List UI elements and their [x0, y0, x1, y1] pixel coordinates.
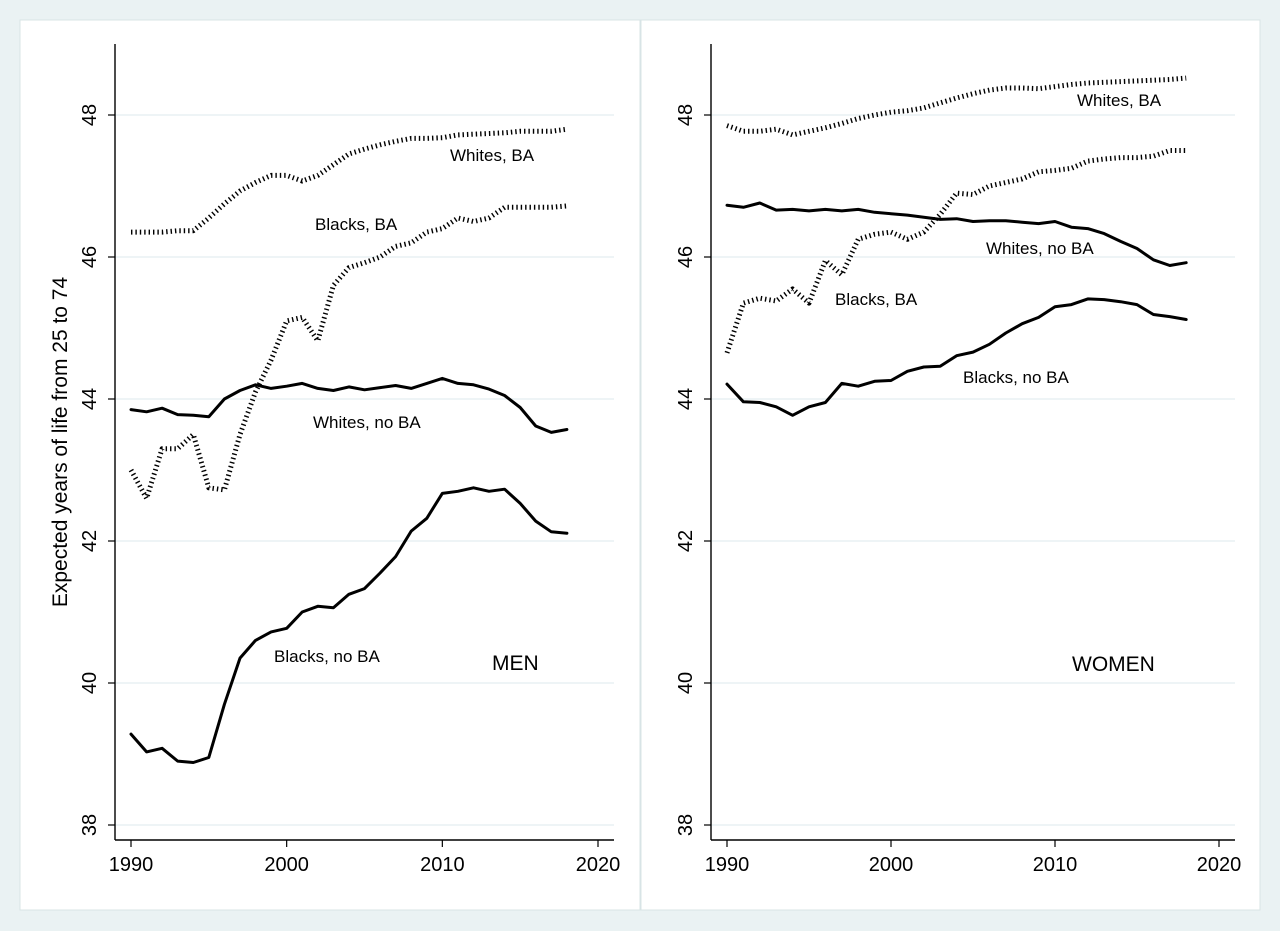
men-series-blacks-ba-line	[128, 203, 568, 501]
women-label-blacks-no-ba: Blacks, no BA	[963, 368, 1069, 387]
men-y-tick-label: 42	[79, 530, 101, 552]
women-y-tick-label: 40	[675, 672, 697, 694]
women-series-whites-no-ba-line	[725, 201, 1188, 267]
men-y-tick-label: 48	[79, 104, 101, 126]
men-panel-title: MEN	[492, 652, 539, 675]
men-series-blacks-no-ba-line	[129, 486, 569, 764]
men-y-tick-label: 40	[79, 672, 101, 694]
women-label-blacks-ba: Blacks, BA	[835, 290, 918, 309]
women-y-tick-label: 44	[675, 388, 697, 410]
men-x-tick-label: 2020	[576, 854, 621, 876]
men-series-whites-no-ba-line	[129, 376, 569, 434]
women-panel-title: WOMEN	[1072, 653, 1155, 676]
women-y-tick-label: 42	[675, 530, 697, 552]
women-series-blacks-no-ba-line	[725, 297, 1188, 417]
women-x-tick-label: 2000	[869, 854, 914, 876]
men-axes	[114, 44, 614, 841]
men-label-whites-ba: Whites, BA	[450, 146, 535, 165]
women-y-tick-label: 38	[675, 814, 697, 836]
men-x-tick-label: 2000	[264, 854, 309, 876]
men-label-blacks-no-ba: Blacks, no BA	[274, 647, 380, 666]
men-x-tick-label: 1990	[109, 854, 154, 876]
women-y-tick-label: 48	[675, 104, 697, 126]
women-gridlines	[711, 114, 1235, 826]
women-axes	[710, 44, 1235, 841]
men-ticks: 38 40 42 44 46 48 1990 2000 2010 2020	[79, 104, 620, 876]
women-ticks: 38 40 42 44 46 48 1990 2000 2010 2020	[675, 104, 1241, 876]
men-y-tick-label: 38	[79, 814, 101, 836]
y-axis-label: Expected years of life from 25 to 74	[49, 277, 72, 608]
men-label-whites-no-ba: Whites, no BA	[313, 413, 421, 432]
men-y-tick-label: 46	[79, 246, 101, 268]
women-label-whites-ba: Whites, BA	[1077, 91, 1162, 110]
men-series	[128, 126, 569, 764]
panel-men: 38 40 42 44 46 48 1990 2000 2010 2020 Expected ye…	[19, 19, 641, 911]
men-y-tick-label: 44	[79, 388, 101, 410]
panel-men-frame	[19, 19, 641, 911]
men-series-whites-ba-line	[131, 126, 568, 235]
women-x-tick-label: 1990	[705, 854, 750, 876]
women-x-tick-label: 2020	[1197, 854, 1242, 876]
women-x-tick-label: 2010	[1033, 854, 1078, 876]
men-x-tick-label: 2010	[420, 854, 465, 876]
men-label-blacks-ba: Blacks, BA	[315, 215, 398, 234]
women-series	[724, 75, 1188, 417]
panel-women-frame	[640, 19, 1261, 911]
women-y-tick-label: 46	[675, 246, 697, 268]
women-label-whites-no-ba: Whites, no BA	[986, 239, 1094, 258]
men-gridlines	[115, 114, 614, 826]
